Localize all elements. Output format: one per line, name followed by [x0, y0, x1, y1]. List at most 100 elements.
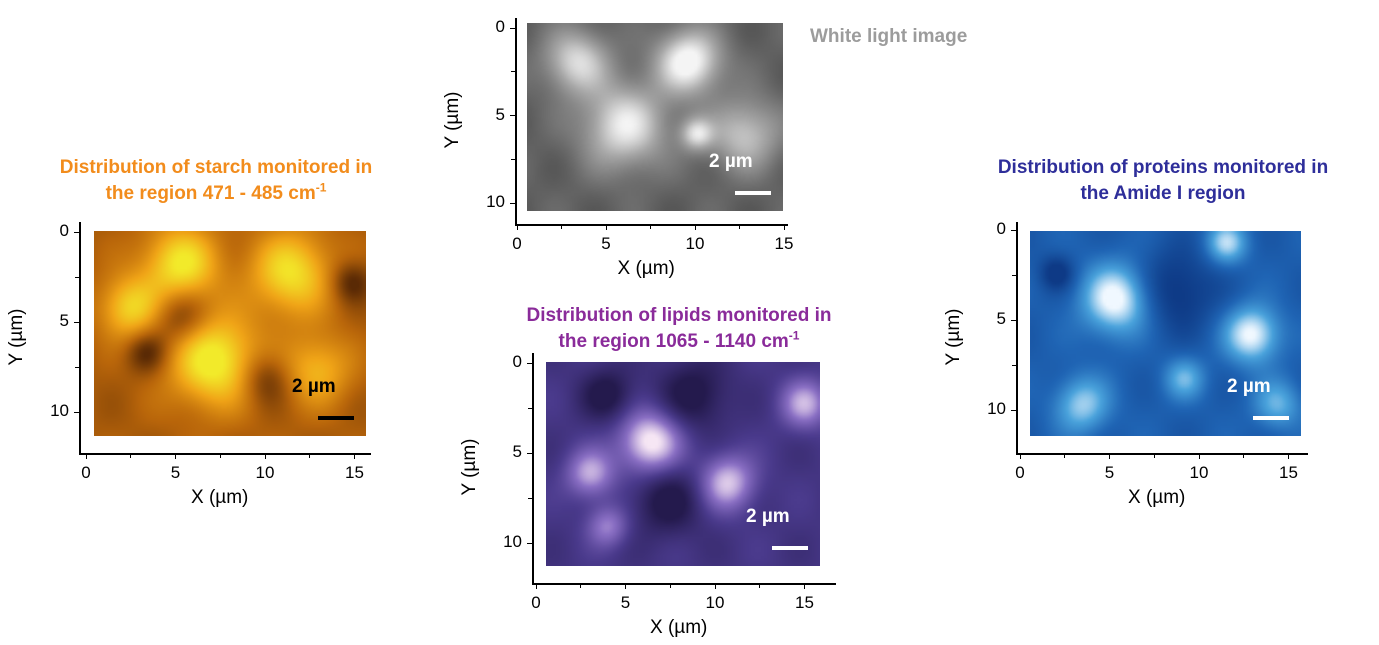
- lipids-x-minor-tick: [580, 584, 582, 588]
- white-light-scale-bar: [735, 191, 771, 195]
- starch-x-tick-label: 5: [170, 463, 181, 482]
- proteins-y-tick-label: 10: [987, 399, 1006, 418]
- starch-y-tick-label: 0: [59, 221, 69, 240]
- starch-x-minor-tick: [130, 454, 132, 458]
- white-light-heatmap-image: [527, 23, 783, 211]
- white-light-title: White light image: [810, 24, 967, 50]
- lipids-x-tick: [714, 584, 716, 589]
- starch-x-tick: [85, 454, 87, 459]
- proteins-x-tick-label: 5: [1104, 463, 1115, 482]
- lipids-title: Distribution of lipids monitored in the …: [474, 303, 884, 355]
- proteins-x-tick: [1019, 454, 1021, 459]
- lipids-y-tick-label: 10: [503, 532, 522, 551]
- starch-y-tick: [74, 231, 79, 233]
- starch-y-axis-line: [79, 222, 81, 454]
- starch-x-tick-label: 10: [255, 463, 275, 482]
- starch-x-axis-line: [79, 453, 371, 455]
- starch-x-tick: [354, 454, 355, 459]
- lipids-x-axis-title: X (µm): [650, 617, 708, 638]
- white-light-x-tick: [694, 225, 696, 230]
- proteins-title-line-2: the Amide I region: [1080, 183, 1246, 204]
- lipids-x-tick-label: 15: [795, 593, 814, 612]
- proteins-x-tick: [1198, 454, 1200, 459]
- white-light-y-tick-label: 10: [486, 192, 505, 211]
- starch-scale-bar-label: 2 µm: [292, 376, 336, 397]
- starch-x-tick-label: 0: [81, 463, 91, 482]
- lipids-x-minor-tick: [759, 584, 761, 588]
- proteins-y-minor-tick: [1012, 364, 1016, 366]
- lipids-y-tick-label: 0: [512, 352, 522, 371]
- starch-title-line-1: Distribution of starch monitored in: [59, 157, 373, 178]
- lipids-y-minor-tick: [528, 407, 532, 409]
- starch-title-superscript: -1: [315, 180, 327, 195]
- starch-x-minor-tick: [219, 454, 221, 458]
- white-light-y-tick-label: 5: [495, 104, 505, 124]
- proteins-x-tick-label: 10: [1189, 463, 1209, 482]
- proteins-x-axis-title: X (µm): [1128, 487, 1186, 508]
- lipids-heatmap-image: [546, 362, 820, 566]
- starch-x-tick: [175, 454, 176, 459]
- starch-x-minor-tick: [309, 454, 311, 458]
- lipids-x-tick: [804, 584, 805, 589]
- white-light-x-minor-tick: [561, 225, 562, 229]
- proteins-x-minor-tick: [1153, 454, 1155, 458]
- white-light-x-minor-tick: [739, 225, 740, 229]
- white-light-x-axis-line: [515, 224, 788, 226]
- proteins-x-tick-label: 0: [1015, 463, 1025, 482]
- starch-y-minor-tick: [75, 276, 79, 278]
- lipids-x-tick: [625, 584, 626, 589]
- proteins-x-tick-label: 15: [1279, 463, 1298, 482]
- starch-heatmap-canvas: [94, 231, 366, 436]
- lipids-x-tick-label: 5: [620, 593, 631, 612]
- proteins-y-axis-title: Y (µm): [943, 307, 964, 366]
- lipids-title-line-1: Distribution of lipids monitored in: [526, 305, 832, 326]
- white-light-x-tick-label: 0: [512, 234, 522, 253]
- proteins-scale-bar-label: 2 µm: [1227, 376, 1271, 397]
- proteins-scale-bar: [1253, 416, 1289, 420]
- lipids-scale-bar: [772, 546, 808, 550]
- proteins-y-minor-tick: [1012, 274, 1016, 276]
- white-light-y-tick: [510, 202, 515, 204]
- white-light-scale-bar-label: 2 µm: [709, 151, 753, 172]
- proteins-heatmap-canvas: [1030, 231, 1301, 436]
- starch-scale-bar: [318, 416, 354, 420]
- lipids-y-axis-line: [532, 353, 534, 584]
- lipids-y-tick-label: 5: [512, 442, 522, 461]
- starch-title: Distribution of starch monitored in the …: [14, 155, 418, 207]
- white-light-y-axis-title: Y (µm): [442, 91, 463, 149]
- lipids-scale-bar-label: 2 µm: [746, 506, 790, 527]
- lipids-y-axis-title: Y (µm): [459, 438, 480, 496]
- lipids-title-superscript: -1: [788, 328, 800, 343]
- proteins-title: Distribution of proteins monitored in th…: [950, 155, 1376, 207]
- proteins-y-tick: [1011, 319, 1016, 321]
- proteins-y-tick: [1011, 409, 1016, 411]
- proteins-heatmap-image: [1030, 231, 1301, 436]
- lipids-x-minor-tick: [669, 584, 671, 588]
- white-light-x-tick-label: 15: [774, 234, 794, 253]
- lipids-title-line-2-text: the region 1065 - 1140 cm: [558, 331, 789, 352]
- white-light-y-minor-tick: [511, 71, 515, 73]
- starch-title-line-2-text: the region 471 - 485 cm: [105, 183, 316, 204]
- white-light-x-tick: [605, 225, 607, 230]
- lipids-y-tick: [527, 362, 532, 364]
- proteins-y-axis-line: [1016, 222, 1018, 454]
- white-light-x-minor-tick: [650, 225, 651, 229]
- starch-y-tick: [74, 321, 79, 323]
- lipids-x-tick: [535, 584, 537, 589]
- white-light-heatmap-canvas: [527, 23, 783, 211]
- starch-heatmap-image: [94, 231, 366, 436]
- lipids-y-tick: [527, 542, 532, 544]
- white-light-x-tick-label: 10: [685, 234, 705, 253]
- white-light-title-text: White light image: [810, 26, 968, 47]
- white-light-y-minor-tick: [511, 158, 515, 160]
- lipids-x-tick-label: 10: [705, 593, 725, 612]
- lipids-title-line-2: the region 1065 - 1140 cm-1: [474, 329, 884, 355]
- white-light-x-tick: [783, 225, 785, 230]
- starch-x-tick: [264, 454, 266, 459]
- white-light-x-axis-title: X (µm): [617, 258, 675, 279]
- starch-y-minor-tick: [75, 366, 79, 368]
- lipids-x-tick-label: 0: [531, 593, 541, 612]
- white-light-y-tick: [510, 27, 515, 29]
- proteins-x-axis-line: [1016, 453, 1308, 455]
- starch-title-line-2: the region 471 - 485 cm-1: [14, 181, 418, 207]
